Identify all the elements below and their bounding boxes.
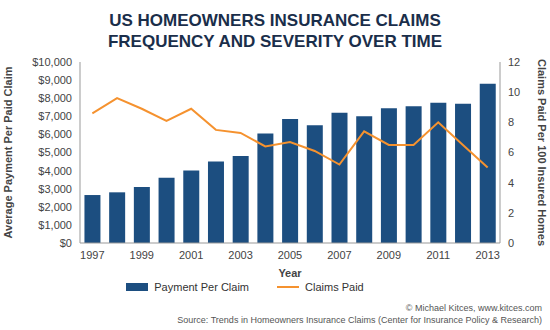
svg-text:Year: Year (278, 267, 302, 277)
html-text:Payment Per Claim: Payment Per Claim (154, 281, 249, 293)
svg-text:$8,000: $8,000 (38, 92, 72, 104)
svg-text:2011: 2011 (426, 249, 450, 261)
svg-text:Claims Paid Per 100 Insured Ho: Claims Paid Per 100 Insured Homes (536, 59, 542, 246)
svg-text:6: 6 (508, 146, 514, 158)
svg-text:2005: 2005 (278, 249, 302, 261)
svg-text:0: 0 (508, 237, 514, 249)
html-text:US HOMEOWNERS INSURANCE CLAIMS: US HOMEOWNERS INSURANCE CLAIMS FREQUENCY… (108, 11, 442, 51)
svg-text:Average Payment Per Paid Claim: Average Payment Per Paid Claim (8, 66, 14, 238)
svg-text:2009: 2009 (377, 249, 401, 261)
html-text:Source: Trends in Homeowners I: Source: Trends in Homeowners Insurance C… (177, 315, 542, 325)
svg-text:2003: 2003 (228, 249, 252, 261)
svg-text:$6,000: $6,000 (38, 128, 72, 140)
svg-text:2001: 2001 (179, 249, 203, 261)
svg-text:8: 8 (508, 116, 514, 128)
svg-text:$9,000: $9,000 (38, 74, 72, 86)
svg-text:10: 10 (508, 86, 520, 98)
svg-text:$1,000: $1,000 (38, 219, 72, 231)
svg-text:$2,000: $2,000 (38, 201, 72, 213)
svg-text:4: 4 (508, 177, 514, 189)
svg-text:$10,000: $10,000 (32, 56, 72, 68)
svg-text:2: 2 (508, 207, 514, 219)
svg-text:1999: 1999 (130, 249, 154, 261)
svg-text:2007: 2007 (327, 249, 351, 261)
svg-text:$5,000: $5,000 (38, 146, 72, 158)
svg-text:$0: $0 (60, 237, 72, 249)
svg-text:$3,000: $3,000 (38, 183, 72, 195)
html-text:Claims Paid: Claims Paid (305, 281, 364, 293)
svg-text:$4,000: $4,000 (38, 165, 72, 177)
html-text:© Michael Kitces, www.kitces.c: © Michael Kitces, www.kitces.com (405, 303, 542, 313)
svg-text:12: 12 (508, 56, 520, 68)
svg-text:1997: 1997 (80, 249, 104, 261)
svg-text:$7,000: $7,000 (38, 110, 72, 122)
svg-text:2013: 2013 (475, 249, 499, 261)
